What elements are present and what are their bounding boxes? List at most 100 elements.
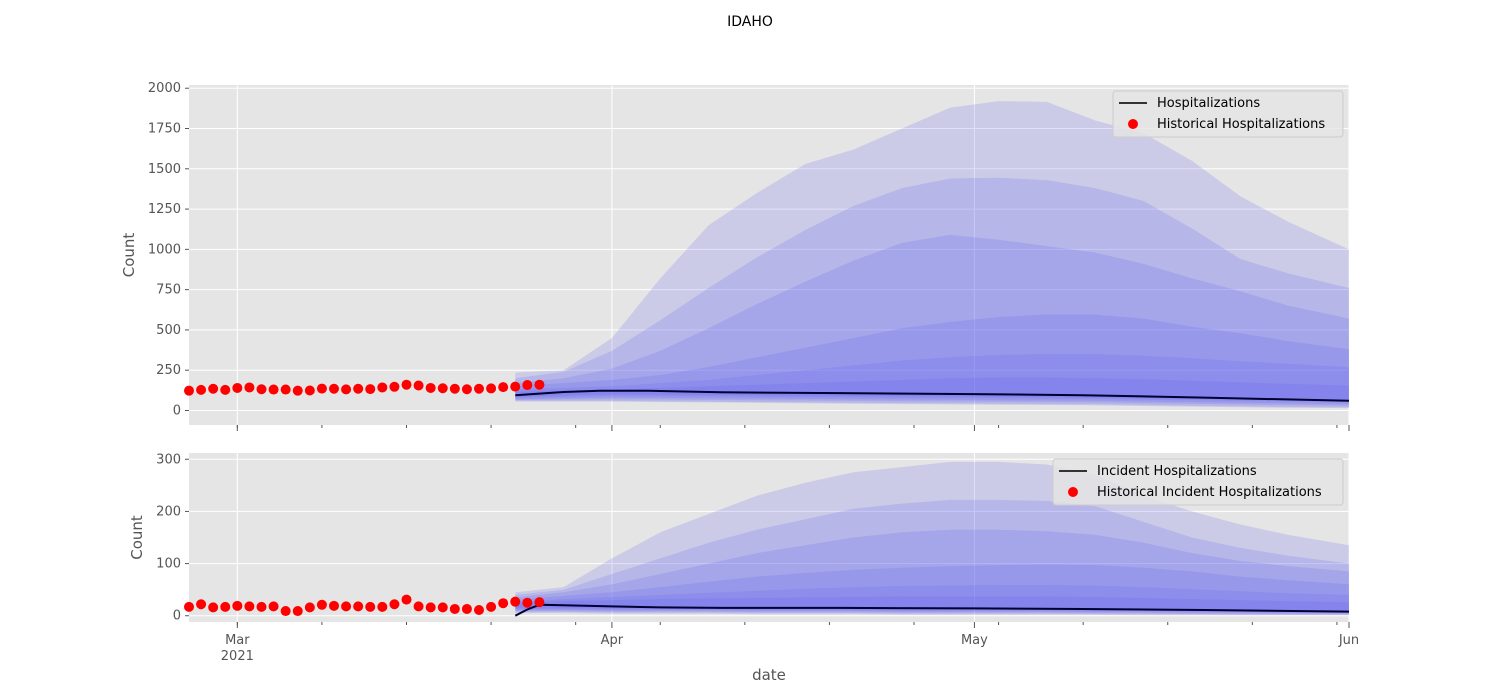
projection-median-line bbox=[515, 389, 1350, 402]
historical-point bbox=[232, 600, 243, 611]
hospitalizations-panel: 0 250 500 750 1000 1250 1500 1750 2000 Count Hospi… bbox=[120, 81, 1350, 425]
historical-point bbox=[377, 382, 388, 393]
x-tick-label: Mar bbox=[225, 633, 250, 648]
legend-label: Incident Hospitalizations bbox=[1097, 464, 1257, 479]
x-axis-label: date bbox=[752, 666, 786, 684]
historical-point bbox=[316, 383, 327, 394]
historical-point bbox=[280, 606, 291, 617]
historical-point bbox=[389, 599, 400, 610]
legend-point-swatch bbox=[1068, 487, 1078, 497]
historical-point bbox=[329, 600, 339, 611]
historical-point bbox=[534, 379, 545, 390]
historical-point bbox=[353, 383, 364, 394]
historical-point bbox=[196, 599, 207, 610]
legend-label: Hospitalizations bbox=[1157, 96, 1260, 111]
historical-point bbox=[292, 606, 303, 617]
historical-point bbox=[474, 383, 484, 394]
historical-point bbox=[208, 602, 219, 613]
historical-point bbox=[389, 381, 400, 392]
historical-point bbox=[498, 382, 509, 393]
historical-point bbox=[304, 385, 315, 396]
legend-box bbox=[1112, 90, 1344, 138]
historical-point bbox=[510, 381, 521, 392]
y-tick-label: 1000 bbox=[148, 242, 181, 257]
y-tick-label: 1250 bbox=[148, 202, 181, 217]
uncertainty-band bbox=[515, 314, 1349, 405]
historical-point bbox=[534, 597, 545, 608]
historical-point bbox=[510, 596, 521, 607]
y-tick-label: 2000 bbox=[148, 81, 181, 96]
historical-point bbox=[244, 382, 255, 393]
y-tick-label: 0 bbox=[173, 403, 181, 418]
historical-point bbox=[486, 383, 497, 394]
historical-point bbox=[208, 383, 219, 394]
historical-point bbox=[256, 601, 267, 612]
historical-point bbox=[437, 383, 448, 394]
legend-label: Historical Hospitalizations bbox=[1157, 117, 1325, 132]
historical-point bbox=[401, 379, 412, 390]
y-tick-label: 1500 bbox=[148, 162, 181, 177]
historical-point bbox=[341, 384, 352, 395]
historical-point bbox=[220, 601, 231, 612]
uncertainty-band bbox=[515, 377, 1349, 401]
historical-point bbox=[425, 602, 436, 613]
y-tick-label: 100 bbox=[156, 557, 181, 572]
uncertainty-band bbox=[515, 564, 1349, 614]
historical-point bbox=[232, 382, 243, 393]
historical-point bbox=[365, 384, 376, 395]
plot-background bbox=[189, 85, 1349, 425]
x-tick-sublabel: 2021 bbox=[221, 649, 254, 664]
historical-point bbox=[449, 383, 460, 394]
figure-title: IDAHO bbox=[727, 14, 773, 30]
uncertainty-band bbox=[515, 585, 1349, 613]
historical-point bbox=[268, 601, 279, 612]
historical-point bbox=[316, 599, 327, 610]
historical-point bbox=[365, 601, 376, 612]
historical-point bbox=[268, 384, 279, 395]
y-axis-label: Count bbox=[128, 515, 146, 560]
historical-point bbox=[220, 384, 231, 395]
historical-point bbox=[280, 384, 291, 395]
uncertainty-band bbox=[515, 499, 1349, 615]
historical-point bbox=[196, 384, 207, 395]
historical-point bbox=[329, 383, 339, 394]
historical-point bbox=[486, 601, 497, 612]
uncertainty-band bbox=[515, 101, 1349, 409]
x-tick-label: May bbox=[961, 633, 988, 648]
y-tick-label: 300 bbox=[156, 452, 181, 467]
uncertainty-band bbox=[515, 177, 1349, 408]
uncertainty-band bbox=[515, 529, 1349, 615]
legend-point-swatch bbox=[1128, 119, 1138, 129]
y-tick-label: 0 bbox=[173, 609, 181, 624]
historical-point bbox=[184, 601, 194, 612]
y-tick-label: 250 bbox=[156, 363, 181, 378]
x-tick-label: Jun bbox=[1338, 633, 1359, 648]
y-tick-label: 1750 bbox=[148, 122, 181, 137]
historical-point bbox=[184, 385, 194, 396]
historical-point bbox=[522, 380, 533, 391]
x-tick-label: Apr bbox=[601, 633, 624, 648]
y-axis-label: Count bbox=[120, 233, 138, 278]
historical-point bbox=[461, 603, 472, 614]
uncertainty-band bbox=[515, 354, 1349, 403]
legend-box bbox=[1052, 458, 1344, 506]
historical-point bbox=[437, 602, 448, 613]
y-tick-label: 750 bbox=[156, 283, 181, 298]
historical-point bbox=[413, 601, 424, 612]
historical-point bbox=[256, 384, 267, 395]
historical-point bbox=[377, 601, 388, 612]
historical-point bbox=[353, 601, 364, 612]
historical-point bbox=[498, 598, 509, 609]
legend-label: Historical Incident Hospitalizations bbox=[1097, 485, 1322, 500]
uncertainty-band bbox=[515, 234, 1349, 406]
historical-point bbox=[425, 382, 436, 393]
historical-point bbox=[413, 380, 424, 391]
historical-point bbox=[522, 597, 533, 608]
historical-point bbox=[461, 384, 472, 395]
historical-point bbox=[341, 601, 352, 612]
y-tick-label: 200 bbox=[156, 504, 181, 519]
historical-point bbox=[474, 605, 484, 616]
y-tick-label: 500 bbox=[156, 323, 181, 338]
